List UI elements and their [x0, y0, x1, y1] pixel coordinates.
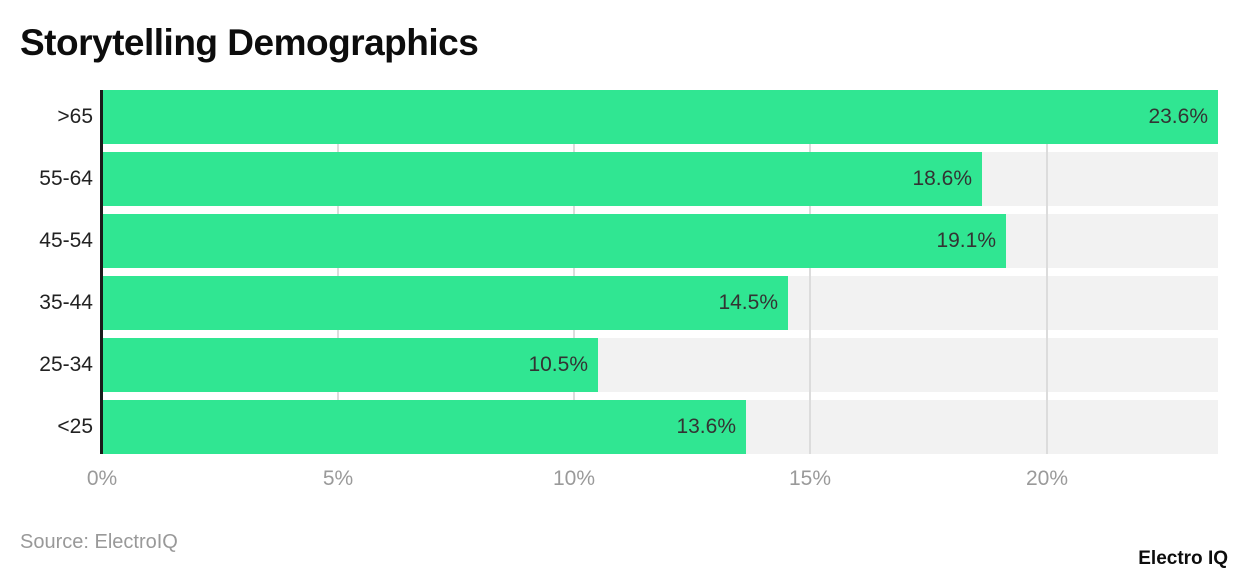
bar-value-label: 14.5%: [718, 291, 778, 314]
bar-35-44: 14.5%: [102, 276, 788, 330]
x-tick-label: 0%: [86, 467, 118, 490]
y-axis-line: [100, 90, 103, 454]
x-tick-label: 5%: [322, 467, 354, 490]
bar-45-54: 19.1%: [102, 214, 1006, 268]
category-label: <25: [57, 415, 93, 438]
bar-under-25: 13.6%: [102, 400, 746, 454]
source-note: Source: ElectroIQ: [20, 531, 178, 553]
bar-value-label: 19.1%: [936, 229, 996, 252]
category-label: 25-34: [39, 353, 93, 376]
chart-title: Storytelling Demographics: [20, 22, 479, 63]
bar-value-label: 13.6%: [676, 415, 736, 438]
bar-value-label: 18.6%: [912, 167, 972, 190]
brand-logo: Electro IQ: [1138, 548, 1228, 569]
bar-value-label: 23.6%: [1148, 105, 1208, 128]
gridline-15: [809, 90, 811, 454]
bar-over-65: 23.6%: [102, 90, 1218, 144]
bar-55-64: 18.6%: [102, 152, 982, 206]
category-label: 45-54: [39, 229, 93, 252]
x-tick-label: 20%: [1025, 467, 1069, 490]
bar-value-label: 10.5%: [528, 353, 588, 376]
gridline-10: [573, 90, 575, 454]
x-tick-label: 15%: [788, 467, 832, 490]
category-label: >65: [57, 105, 93, 128]
gridline-20: [1046, 90, 1048, 454]
category-label: 55-64: [39, 167, 93, 190]
x-tick-label: 10%: [552, 467, 596, 490]
gridline-5: [337, 90, 339, 454]
plot-area: 23.6% 18.6% 19.1% 14.5% 10.5% 13.6%: [102, 90, 1218, 454]
bar-25-34: 10.5%: [102, 338, 598, 392]
category-label: 35-44: [39, 291, 93, 314]
